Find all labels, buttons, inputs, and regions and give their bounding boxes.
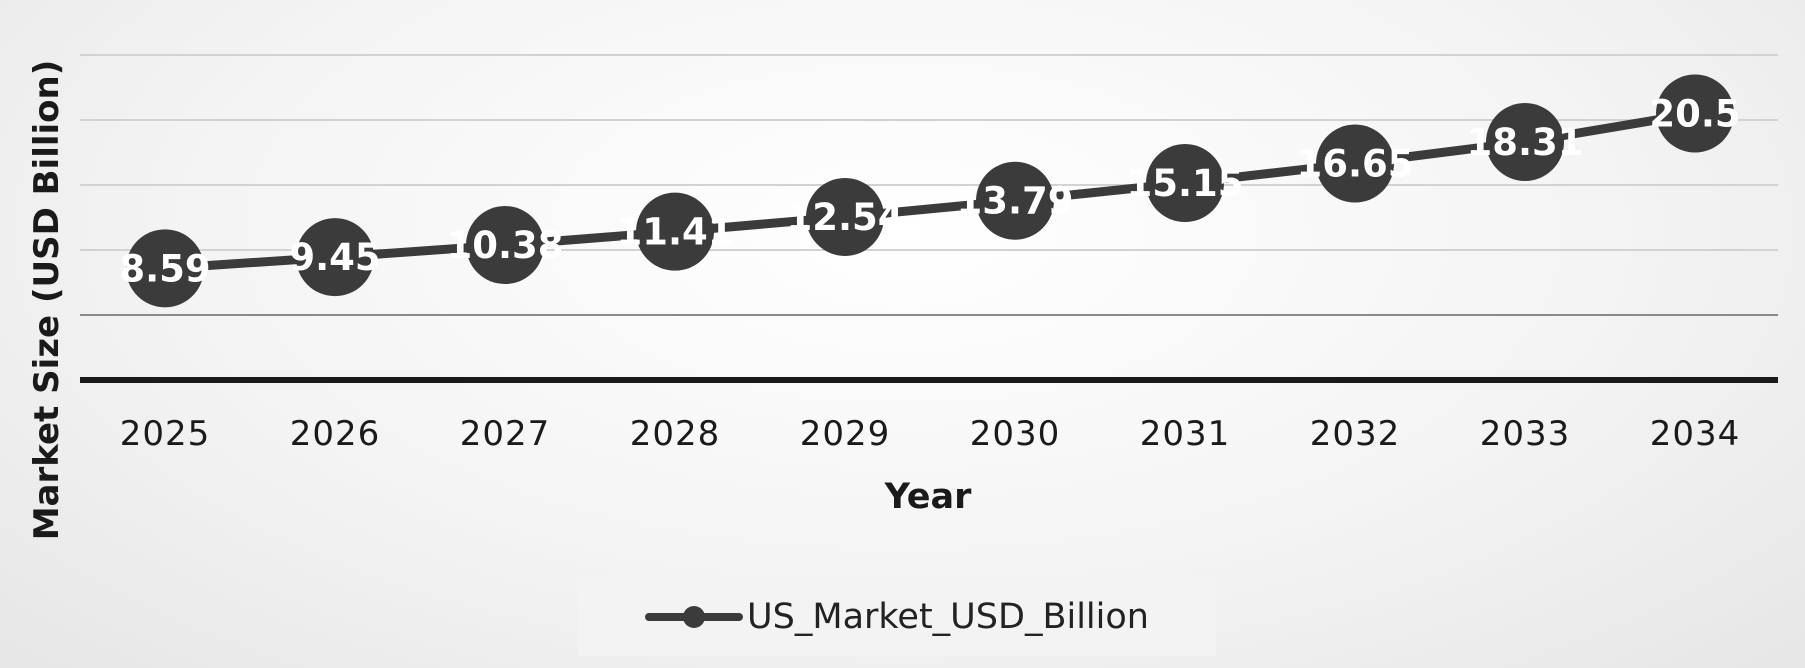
- data-label: 10.38: [446, 224, 563, 267]
- data-point: [126, 229, 204, 308]
- legend-line-marker-icon: [645, 606, 744, 628]
- y-axis-label: Market Size (USD Billion): [27, 60, 67, 541]
- data-point: [1316, 124, 1394, 203]
- data-point: [806, 177, 884, 256]
- legend: US_Market_USD_Billion: [578, 578, 1216, 656]
- x-tick-label: 2026: [290, 414, 381, 454]
- legend-label-series: US_Market_USD_Billion: [747, 597, 1149, 637]
- data-point: [1146, 144, 1224, 223]
- data-label: 15.15: [1126, 162, 1243, 205]
- data-label: 11.41: [616, 211, 733, 254]
- x-tick-label: 2025: [120, 414, 211, 454]
- x-tick-label: 2028: [630, 414, 721, 454]
- data-label: 8.59: [119, 247, 210, 290]
- x-tick-label: 2029: [800, 414, 891, 454]
- data-point: [976, 161, 1054, 240]
- data-label: 13.79: [956, 180, 1073, 223]
- data-label: 16.65: [1296, 143, 1413, 186]
- data-label: 20.5: [1649, 93, 1740, 136]
- x-tick-label: 2034: [1650, 414, 1741, 454]
- x-tick-labels: 2025 2026 2027 2028 2029 2030 2031 2032 2033 2034: [120, 414, 1741, 454]
- x-axis-label: Year: [884, 477, 972, 517]
- data-label: 18.31: [1466, 121, 1583, 164]
- data-label: 9.45: [289, 236, 380, 279]
- data-point: [1486, 102, 1564, 181]
- data-point: [636, 192, 714, 271]
- x-tick-label: 2027: [460, 414, 551, 454]
- x-tick-label: 2030: [970, 414, 1061, 454]
- x-tick-label: 2033: [1480, 414, 1571, 454]
- data-label: 12.54: [786, 196, 903, 239]
- data-point: [296, 218, 374, 297]
- data-point: [1656, 74, 1734, 153]
- series-markers: [126, 74, 1734, 308]
- series-line: [160, 109, 1700, 273]
- data-labels: 8.59 9.45 10.38 11.41 12.54 13.79 15.15 16.65 18…: [119, 93, 1740, 291]
- x-tick-label: 2032: [1310, 414, 1401, 454]
- data-point: [466, 206, 544, 285]
- x-tick-label: 2031: [1140, 414, 1231, 454]
